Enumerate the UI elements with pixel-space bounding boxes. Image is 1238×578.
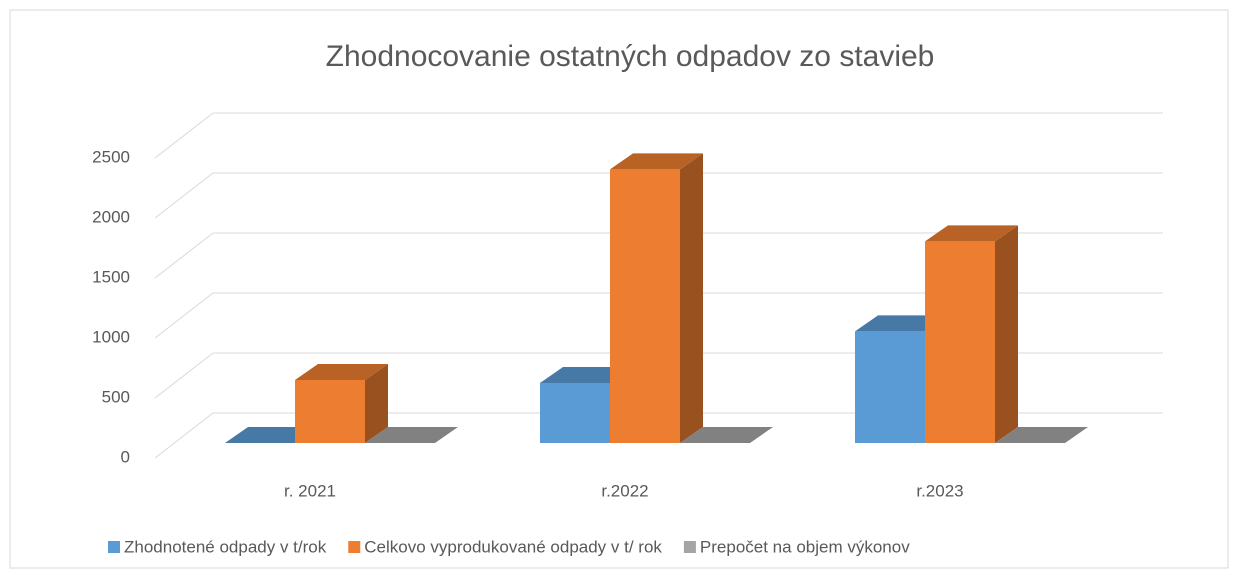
- bar-side: [365, 364, 388, 443]
- bar-top: [610, 153, 703, 170]
- legend-label: Celkovo vyprodukované odpady v t/ rok: [364, 537, 662, 556]
- y-tick-label: 0: [121, 447, 130, 466]
- bar-top: [925, 225, 1018, 242]
- bar-top: [225, 427, 318, 443]
- bar: [995, 427, 1088, 443]
- bar-top: [295, 364, 388, 380]
- bar-top: [540, 367, 633, 383]
- y-tick-label: 500: [102, 387, 130, 406]
- bar-side: [995, 225, 1018, 443]
- bar: [295, 364, 388, 443]
- legend-swatch: [348, 541, 361, 553]
- bar: [925, 225, 1018, 443]
- x-tick-label: r. 2021: [284, 481, 336, 500]
- x-tick-label: r.2023: [916, 481, 963, 500]
- bar-front: [925, 241, 995, 443]
- grid-line: [154, 232, 214, 279]
- bar-top: [855, 315, 948, 332]
- bar-front: [610, 169, 680, 443]
- bar: [225, 427, 318, 443]
- chart-title: Zhodnocovanie ostatných odpadov zo stavi…: [326, 40, 935, 73]
- bar: [365, 427, 458, 443]
- bar-top: [680, 427, 773, 443]
- bar-side: [680, 153, 703, 443]
- grid-line: [154, 292, 214, 339]
- legend-label: Zhodnotené odpady v t/rok: [124, 537, 327, 556]
- bar-top: [365, 427, 458, 443]
- y-tick-label: 2000: [92, 207, 130, 226]
- x-tick-label: r.2022: [601, 481, 648, 500]
- legend-swatch: [108, 541, 120, 553]
- legend-swatch: [683, 541, 696, 553]
- bar-front: [295, 380, 365, 443]
- grid-line: [154, 172, 214, 219]
- grid-line: [154, 412, 214, 459]
- legend-label: Prepočet na objem výkonov: [700, 537, 910, 556]
- bar-top: [995, 427, 1088, 443]
- y-tick-label: 2500: [92, 147, 130, 166]
- y-tick-label: 1500: [92, 267, 130, 286]
- bar: [680, 427, 773, 443]
- y-tick-label: 1000: [92, 327, 130, 346]
- bar: [610, 153, 703, 443]
- grid-line: [154, 352, 214, 399]
- grid-line: [154, 112, 214, 159]
- bar-front: [855, 331, 925, 443]
- bar-front: [540, 383, 610, 443]
